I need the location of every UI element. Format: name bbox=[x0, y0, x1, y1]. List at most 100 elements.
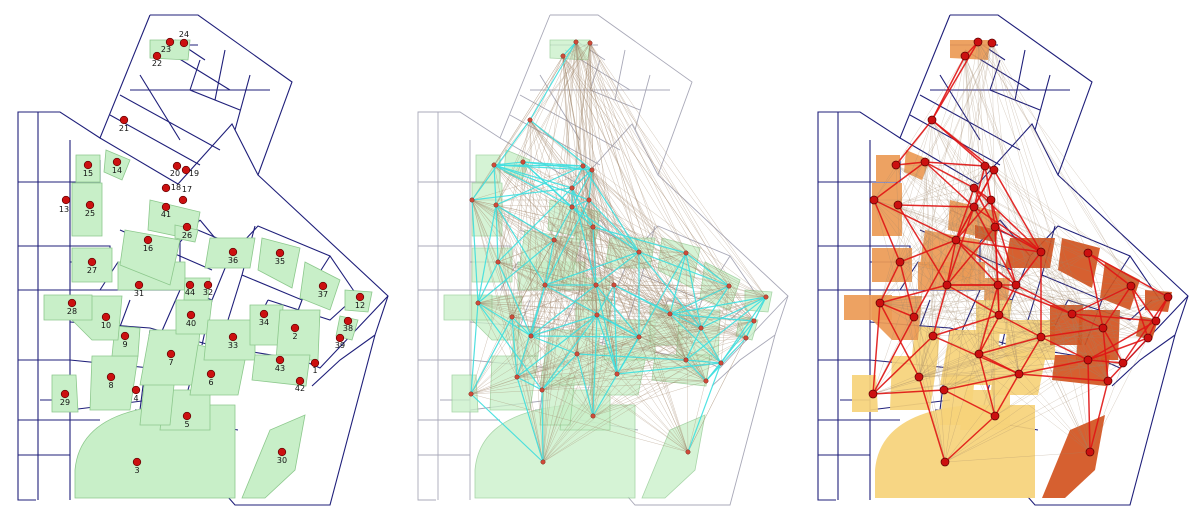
node-marker bbox=[206, 369, 216, 379]
network-edge-strong bbox=[897, 204, 975, 208]
network-edge-weak bbox=[879, 165, 986, 304]
node-marker bbox=[112, 157, 122, 167]
network-edge-weak bbox=[984, 165, 1089, 254]
parcel bbox=[241, 414, 306, 499]
network-edge-weak bbox=[530, 335, 689, 453]
network-edge-weak bbox=[495, 204, 594, 417]
street-line bbox=[189, 49, 241, 111]
node-marker bbox=[1036, 247, 1046, 257]
network-edge-strong bbox=[946, 284, 1000, 316]
node-marker bbox=[990, 222, 1000, 232]
parcels-layer bbox=[443, 39, 773, 499]
network-edge-strong bbox=[879, 302, 920, 378]
network-edge-weak bbox=[553, 239, 640, 253]
network-edge-weak bbox=[592, 226, 640, 253]
node-marker bbox=[277, 447, 287, 457]
network-edge-strong bbox=[924, 161, 986, 167]
network-edge-weak bbox=[1089, 362, 1124, 453]
edges-strong-layer bbox=[470, 41, 767, 463]
network-edge-weak bbox=[899, 206, 975, 263]
network-edge-strong bbox=[899, 261, 915, 318]
node-label: 30 bbox=[277, 456, 287, 465]
network-edge-strong bbox=[993, 169, 1042, 253]
edges-weak-layer bbox=[872, 41, 1169, 463]
node-label: 26 bbox=[182, 231, 192, 240]
network-edge-weak bbox=[879, 296, 1169, 304]
parcel bbox=[203, 319, 256, 361]
node-marker bbox=[751, 318, 757, 324]
network-edge-strong bbox=[685, 327, 702, 361]
network-edge-weak bbox=[477, 302, 747, 339]
nodes-layer bbox=[868, 37, 1173, 467]
network-edge-strong bbox=[879, 302, 915, 318]
node-marker bbox=[1083, 355, 1093, 365]
network-edge-strong bbox=[529, 41, 577, 121]
node-marker bbox=[987, 38, 997, 48]
node-marker bbox=[493, 202, 499, 208]
network-edge-weak bbox=[669, 313, 707, 382]
node-label: 6 bbox=[208, 378, 213, 387]
network-edge-weak bbox=[977, 41, 1042, 338]
network-edge-strong bbox=[497, 187, 573, 263]
network-edge-weak bbox=[495, 204, 722, 364]
node-marker bbox=[698, 325, 704, 331]
network-edge-weak bbox=[471, 199, 597, 286]
node-marker bbox=[181, 165, 191, 175]
node-marker bbox=[980, 161, 990, 171]
node-marker bbox=[580, 163, 586, 169]
node-label: 25 bbox=[85, 209, 95, 218]
network-edge-strong bbox=[669, 285, 730, 315]
street-line bbox=[130, 74, 270, 141]
node-marker bbox=[683, 250, 689, 256]
network-edge-strong bbox=[872, 302, 881, 395]
network-edge-weak bbox=[589, 42, 687, 254]
network-edge-weak bbox=[495, 204, 615, 286]
network-edge-weak bbox=[872, 42, 993, 395]
network-edge-weak bbox=[895, 164, 901, 263]
network-edge-weak bbox=[553, 239, 687, 361]
network-edge-weak bbox=[924, 42, 993, 163]
network-edge-strong bbox=[1018, 336, 1042, 375]
network-edge-strong bbox=[955, 206, 975, 241]
network-edge-strong bbox=[511, 316, 532, 337]
network-edge-weak bbox=[973, 206, 999, 286]
network-edge-strong bbox=[685, 359, 707, 382]
network-edge-weak bbox=[872, 336, 1042, 395]
network-edge-strong bbox=[1040, 327, 1104, 338]
street-line bbox=[417, 14, 551, 501]
network-edge-strong bbox=[669, 313, 755, 322]
parcel bbox=[920, 230, 980, 285]
node-marker bbox=[993, 280, 1003, 290]
network-edge-weak bbox=[571, 206, 687, 254]
network-edge-weak bbox=[990, 199, 1089, 361]
network-edge-weak bbox=[973, 206, 1169, 298]
node-marker bbox=[920, 157, 930, 167]
network-edge-weak bbox=[497, 261, 513, 318]
network-edge-weak bbox=[943, 327, 1104, 391]
network-edge-weak bbox=[997, 284, 1157, 322]
network-edge-strong bbox=[705, 337, 747, 382]
network-edge-weak bbox=[596, 314, 755, 322]
network-edge-weak bbox=[575, 41, 598, 316]
node-marker bbox=[611, 282, 617, 288]
node-marker bbox=[1103, 376, 1113, 386]
network-edge-strong bbox=[596, 314, 640, 338]
node-marker bbox=[587, 40, 593, 46]
network-edge-weak bbox=[873, 199, 946, 463]
node-marker bbox=[927, 115, 937, 125]
network-edge-weak bbox=[592, 226, 671, 315]
network-edge-weak bbox=[470, 199, 590, 395]
node-marker bbox=[509, 314, 515, 320]
network-edge-strong bbox=[595, 284, 618, 375]
node-marker bbox=[131, 385, 141, 395]
node-marker bbox=[1083, 248, 1093, 258]
network-edge-weak bbox=[964, 55, 1089, 361]
network-edge-strong bbox=[530, 284, 546, 337]
node-marker bbox=[228, 332, 238, 342]
network-edge-strong bbox=[493, 164, 497, 206]
network-edge-strong bbox=[973, 169, 995, 208]
network-edge-strong bbox=[932, 284, 948, 337]
network-edge-weak bbox=[596, 285, 730, 316]
network-edge-weak bbox=[964, 55, 975, 189]
network-edge-strong bbox=[895, 161, 926, 166]
